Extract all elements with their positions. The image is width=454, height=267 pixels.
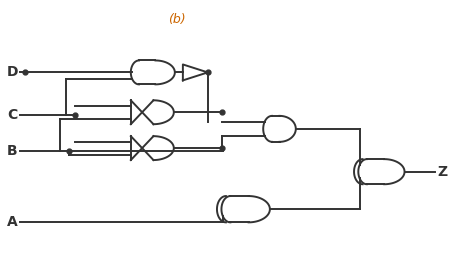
Text: Z: Z <box>437 165 447 179</box>
Text: C: C <box>7 108 17 122</box>
Text: A: A <box>7 215 17 229</box>
Text: B: B <box>7 144 17 158</box>
Text: (b): (b) <box>168 13 186 26</box>
Text: D: D <box>6 65 18 79</box>
